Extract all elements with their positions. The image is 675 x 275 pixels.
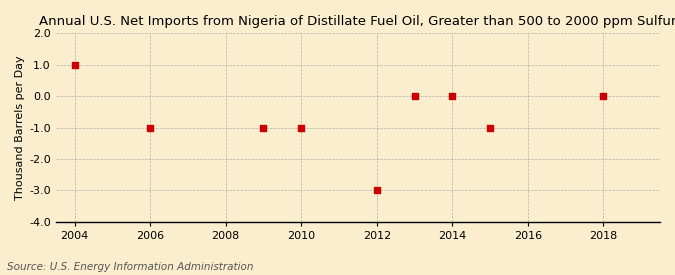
- Point: [485, 125, 495, 130]
- Point: [598, 94, 609, 98]
- Point: [371, 188, 382, 192]
- Point: [70, 62, 80, 67]
- Text: Source: U.S. Energy Information Administration: Source: U.S. Energy Information Administ…: [7, 262, 253, 272]
- Point: [296, 125, 306, 130]
- Point: [447, 94, 458, 98]
- Point: [258, 125, 269, 130]
- Point: [409, 94, 420, 98]
- Y-axis label: Thousand Barrels per Day: Thousand Barrels per Day: [15, 55, 25, 200]
- Title: Annual U.S. Net Imports from Nigeria of Distillate Fuel Oil, Greater than 500 to: Annual U.S. Net Imports from Nigeria of …: [39, 15, 675, 28]
- Point: [145, 125, 156, 130]
